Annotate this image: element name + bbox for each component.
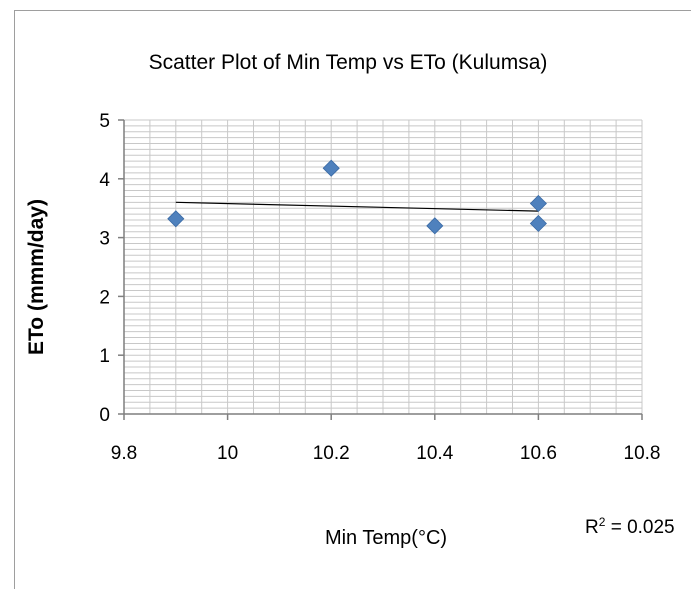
trendline	[175, 201, 539, 212]
y-tick-label: 4	[99, 170, 110, 191]
data-point	[529, 194, 547, 213]
data-point	[167, 210, 185, 228]
y-tick-label: 1	[99, 346, 110, 367]
y-axis-label: ETo (mmm/day)	[25, 199, 48, 355]
x-axis-label: Min Temp(°C)	[325, 527, 447, 549]
y-tick-label: 5	[99, 111, 110, 132]
x-tick-label: 10.8	[624, 443, 661, 464]
data-point	[322, 159, 340, 177]
y-tick-labels: 0 1 2 3 4 5	[99, 111, 110, 426]
data-point	[529, 214, 547, 233]
y-tick-label: 3	[99, 229, 110, 250]
data-points	[167, 159, 547, 235]
x-tick-label: 10.6	[520, 443, 557, 464]
scatter-chart: Scatter Plot of Min Temp vs ETo (Kulumsa…	[25, 51, 675, 549]
data-point	[426, 217, 444, 235]
y-tick-label: 2	[99, 287, 110, 308]
x-tick-label: 10	[217, 443, 238, 464]
x-tick-label: 10.4	[416, 443, 453, 464]
x-tick-label: 9.8	[111, 443, 137, 464]
y-tick-label: 0	[99, 405, 110, 426]
plot-grid	[123, 119, 643, 415]
chart-frame: Scatter Plot of Min Temp vs ETo (Kulumsa…	[14, 10, 691, 589]
plot-axes	[118, 119, 643, 420]
x-tick-label: 10.2	[313, 443, 350, 464]
chart-title: Scatter Plot of Min Temp vs ETo (Kulumsa…	[149, 51, 548, 74]
r-squared-label: R2 = 0.025	[585, 515, 675, 538]
trendline-group	[175, 201, 539, 212]
x-tick-labels: 9.8 10 10.2 10.4 10.6 10.8	[111, 443, 661, 464]
